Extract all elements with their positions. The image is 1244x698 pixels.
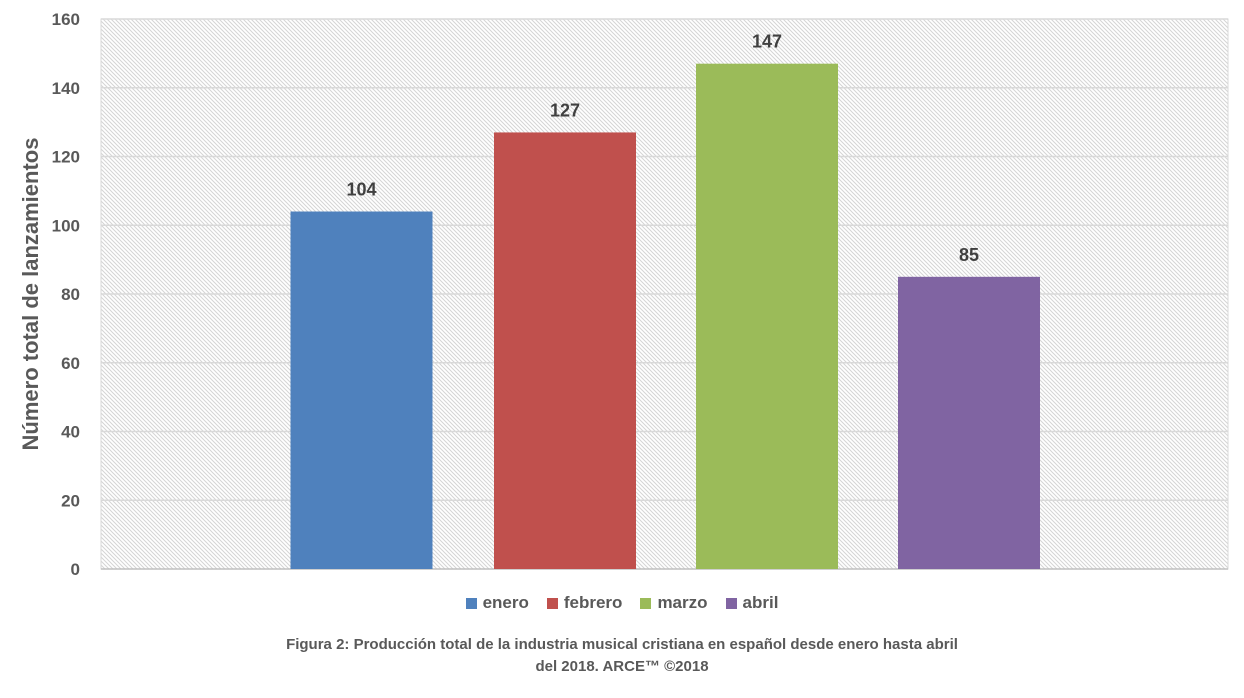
data-label-enero: 104 bbox=[346, 180, 376, 200]
legend-swatch bbox=[725, 597, 737, 609]
caption-line-2: del 2018. ARCE™ ©2018 bbox=[535, 658, 709, 675]
data-label-febrero: 127 bbox=[550, 100, 580, 120]
y-tick-label: 80 bbox=[61, 285, 80, 304]
legend-item-marzo: marzo bbox=[640, 593, 708, 613]
legend-swatch bbox=[640, 597, 652, 609]
y-tick-label: 100 bbox=[52, 216, 80, 235]
caption-line-1: Figura 2: Producción total de la industr… bbox=[286, 636, 958, 653]
legend-swatch bbox=[546, 597, 558, 609]
y-tick-label: 140 bbox=[52, 79, 80, 98]
bar-enero bbox=[290, 211, 433, 569]
y-tick-label: 20 bbox=[61, 491, 80, 510]
legend-item-febrero: febrero bbox=[546, 593, 623, 613]
y-tick-label: 160 bbox=[52, 10, 80, 29]
data-label-marzo: 147 bbox=[752, 32, 782, 52]
legend-item-enero: enero bbox=[465, 593, 529, 613]
y-tick-label: 40 bbox=[61, 423, 80, 442]
y-tick-label: 60 bbox=[61, 354, 80, 373]
y-tick-label: 120 bbox=[52, 148, 80, 167]
legend-label: marzo bbox=[657, 593, 708, 612]
legend-label: abril bbox=[742, 593, 779, 612]
legend-swatch bbox=[465, 597, 477, 609]
figure-caption: Figura 2: Producción total de la industr… bbox=[0, 634, 1244, 678]
bar-marzo bbox=[696, 63, 838, 569]
data-label-abril: 85 bbox=[959, 245, 979, 265]
legend-label: febrero bbox=[563, 593, 623, 612]
bar-febrero bbox=[494, 132, 636, 569]
legend-label: enero bbox=[482, 593, 529, 612]
legend-item-abril: abril bbox=[725, 593, 779, 613]
y-tick-label: 0 bbox=[71, 560, 80, 579]
legend: enero febrero marzo abril bbox=[0, 593, 1244, 613]
y-axis-label: Número total de lanzamientos bbox=[18, 138, 43, 451]
bar-abril bbox=[898, 276, 1040, 569]
